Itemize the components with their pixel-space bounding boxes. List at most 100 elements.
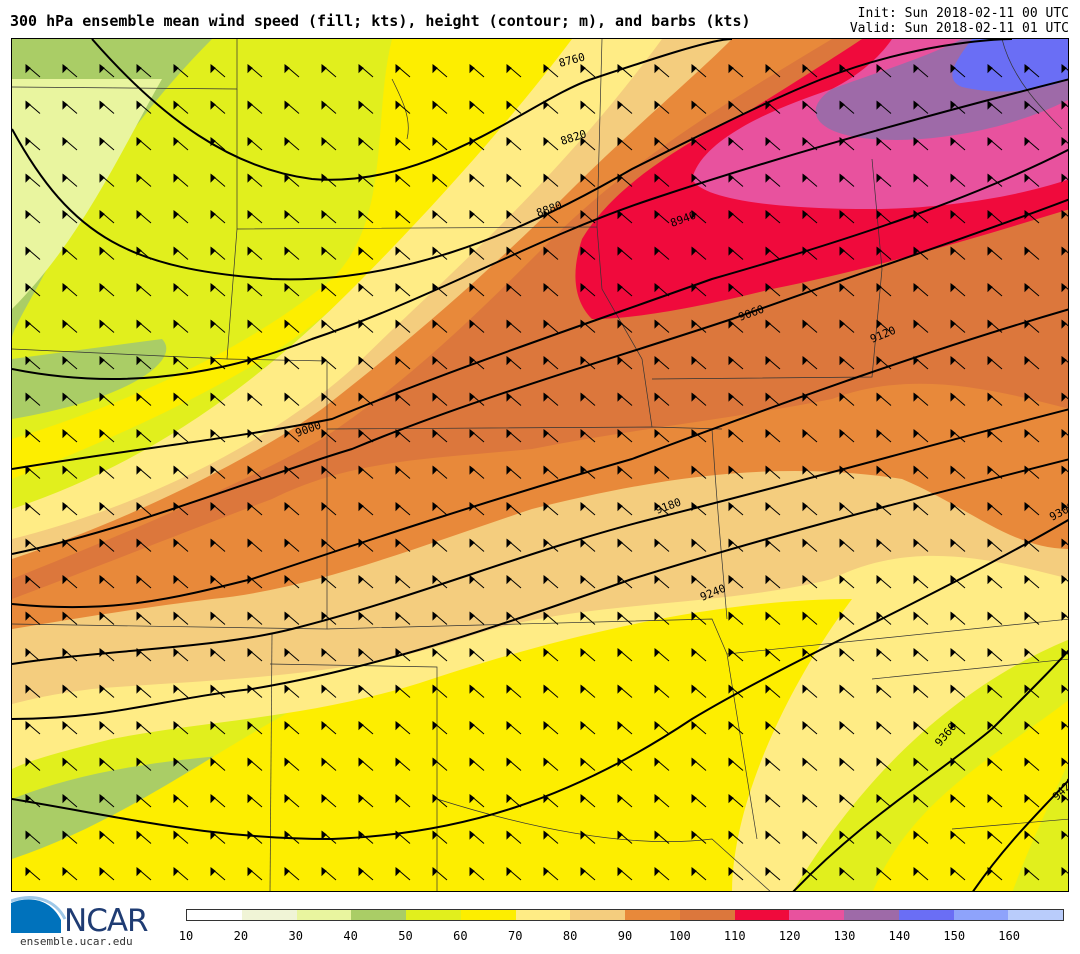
wind-barb <box>839 319 855 333</box>
wind-barb <box>1024 502 1040 516</box>
wind-barb <box>728 356 744 370</box>
wind-barb <box>506 429 522 443</box>
wind-barb <box>99 392 115 406</box>
wind-barb <box>839 684 855 698</box>
wind-speed-fill <box>12 39 1068 891</box>
wind-barb <box>987 575 1003 589</box>
wind-barb <box>469 648 485 662</box>
wind-barb <box>1024 721 1040 735</box>
height-contour-line <box>12 78 1068 380</box>
ncar-logo-text: NCAR <box>64 903 149 939</box>
wind-barb <box>210 64 226 78</box>
wind-barb <box>284 429 300 443</box>
wind-barb <box>321 794 337 808</box>
wind-barb <box>284 721 300 735</box>
wind-barb <box>1061 319 1068 329</box>
wind-barb <box>617 173 633 187</box>
ensemble-url[interactable]: ensemble.ucar.edu <box>20 935 133 948</box>
wind-barb <box>950 392 966 406</box>
wind-barb <box>247 356 263 370</box>
wind-barb <box>358 830 374 844</box>
wind-barb <box>136 465 152 479</box>
wind-barb <box>321 830 337 844</box>
wind-barb <box>136 721 152 735</box>
wind-barb <box>691 502 707 516</box>
wind-barb <box>173 721 189 735</box>
wind-barb <box>654 64 670 78</box>
wind-map[interactable]: 8760 8820 8880 8940 9000 9060 9120 9180 9240 9300… <box>11 38 1069 892</box>
wind-barb <box>247 283 263 297</box>
wind-barb <box>950 319 966 333</box>
wind-barb <box>506 538 522 552</box>
wind-barb <box>728 100 744 114</box>
wind-barb <box>321 757 337 771</box>
wind-barb <box>654 794 670 808</box>
wind-barb <box>765 538 781 552</box>
wind-barb <box>654 356 670 370</box>
colorbar-swatch <box>1008 910 1063 920</box>
wind-barb <box>580 210 596 224</box>
wind-barb <box>173 830 189 844</box>
wind-barb <box>506 210 522 224</box>
wind-barb <box>839 757 855 771</box>
wind-barb <box>469 392 485 406</box>
wind-barb <box>284 319 300 333</box>
wind-barb <box>395 356 411 370</box>
wind-barb <box>62 246 78 260</box>
wind-barb <box>987 867 1003 881</box>
wind-barb <box>728 137 744 151</box>
wind-barb <box>506 648 522 662</box>
wind-barb <box>839 210 855 224</box>
wind-barb <box>913 721 929 735</box>
wind-barb <box>136 794 152 808</box>
wind-barb <box>1024 173 1040 187</box>
wind-barb <box>25 64 41 78</box>
wind-barb <box>1061 721 1068 731</box>
wind-barb <box>284 757 300 771</box>
wind-barb <box>543 64 559 78</box>
wind-barb <box>99 794 115 808</box>
wind-barb <box>654 684 670 698</box>
wind-barb <box>136 502 152 516</box>
wind-barb <box>284 392 300 406</box>
wind-barb <box>173 757 189 771</box>
height-contour-line <box>91 39 733 181</box>
wind-barb <box>1061 794 1068 804</box>
wind-barb <box>136 867 152 881</box>
wind-barb <box>839 611 855 625</box>
wind-barb <box>913 575 929 589</box>
wind-barb <box>99 648 115 662</box>
wind-barb <box>284 611 300 625</box>
wind-barb <box>358 210 374 224</box>
wind-barb <box>358 721 374 735</box>
wind-barb <box>395 721 411 735</box>
wind-barb <box>99 538 115 552</box>
wind-barb <box>617 429 633 443</box>
wind-barb <box>25 173 41 187</box>
wind-barb <box>25 867 41 881</box>
wind-barb <box>395 538 411 552</box>
wind-barb <box>432 502 448 516</box>
wind-barb <box>839 830 855 844</box>
wind-barb <box>321 429 337 443</box>
wind-barb <box>617 246 633 260</box>
wind-barb <box>284 356 300 370</box>
wind-barb <box>358 757 374 771</box>
wind-barb <box>728 648 744 662</box>
wind-barb <box>321 721 337 735</box>
wind-barb <box>950 246 966 260</box>
wind-barb <box>617 210 633 224</box>
wind-barb <box>580 648 596 662</box>
wind-barb <box>210 611 226 625</box>
wind-barb <box>210 830 226 844</box>
colorbar-swatch <box>406 910 461 920</box>
wind-barb <box>284 137 300 151</box>
wind-barb <box>765 465 781 479</box>
wind-barb <box>136 684 152 698</box>
map-title: 300 hPa ensemble mean wind speed (fill; … <box>10 12 751 30</box>
wind-barb <box>358 465 374 479</box>
wind-barb <box>876 64 892 78</box>
ncar-logo[interactable] <box>11 895 161 947</box>
